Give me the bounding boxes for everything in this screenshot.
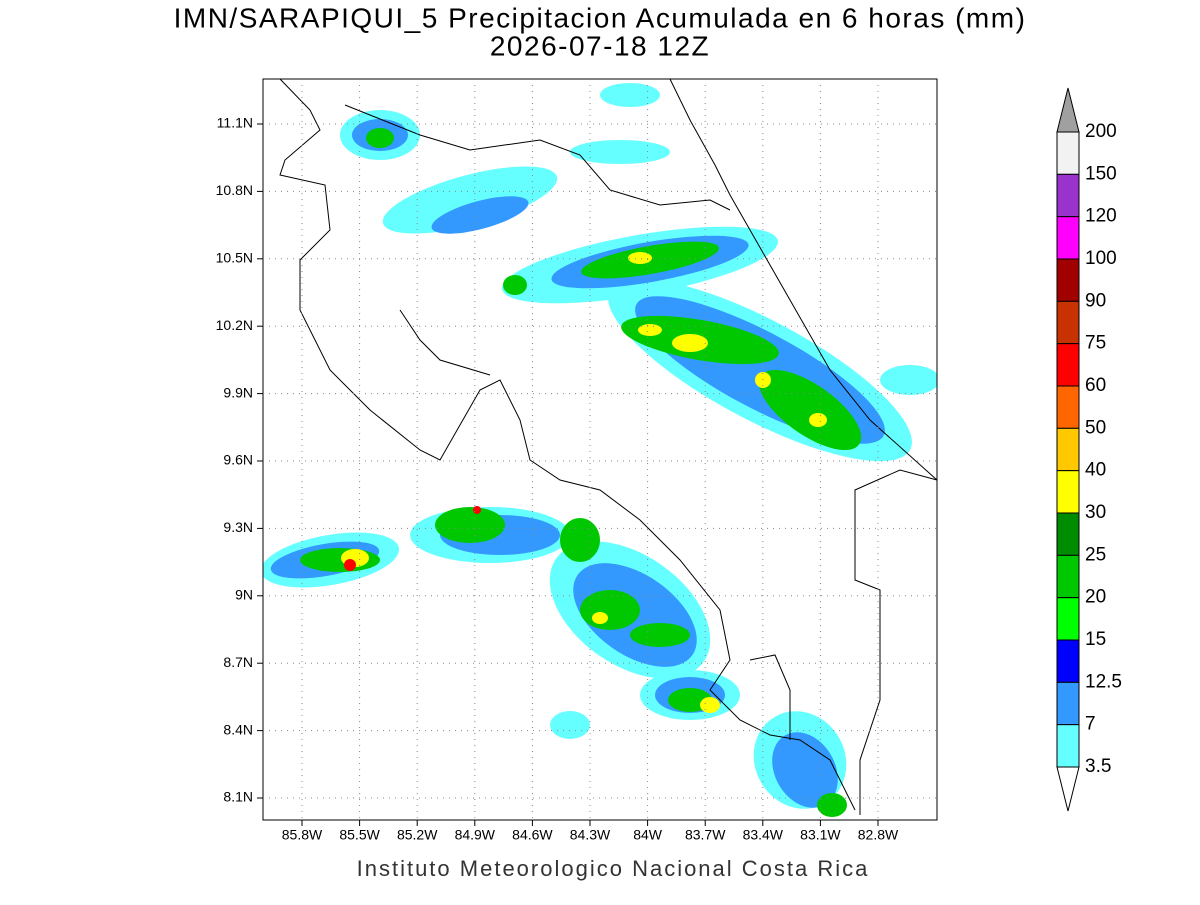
lat-label: 8.7N	[223, 654, 253, 670]
colorbar-segment	[1056, 512, 1080, 556]
colorbar-over	[1056, 87, 1080, 133]
lat-label: 9.3N	[223, 519, 253, 535]
colorbar-label: 75	[1085, 333, 1106, 354]
colorbar-segment	[1056, 681, 1080, 726]
colorbar-segment	[1056, 131, 1080, 175]
colorbar-label: 120	[1085, 206, 1117, 227]
lon-label: 85.8W	[282, 827, 323, 843]
colorbar-segment	[1056, 343, 1080, 387]
colorbar-segment	[1056, 258, 1080, 302]
colorbar-segment	[1056, 597, 1080, 641]
lat-label: 10.2N	[216, 317, 253, 333]
colorbar-segment	[1056, 427, 1080, 472]
lon-label: 83.7W	[685, 827, 726, 843]
lon-label: 84W	[633, 827, 663, 843]
lat-label: 9.9N	[223, 384, 253, 400]
lat-label: 8.4N	[223, 721, 253, 737]
colorbar-label: 3.5	[1085, 756, 1111, 777]
colorbar-label: 50	[1085, 417, 1106, 438]
colorbar-segment	[1056, 724, 1080, 768]
colorbar-label: 40	[1085, 460, 1106, 481]
colorbar-segment	[1056, 300, 1080, 345]
lat-label: 9.6N	[223, 452, 253, 468]
colorbar-label: 60	[1085, 375, 1106, 396]
colorbar-segment	[1056, 470, 1080, 514]
precipitation	[263, 83, 937, 817]
colorbar-label: 7	[1085, 714, 1096, 735]
colorbar-label: 100	[1085, 248, 1117, 269]
map-frame	[262, 78, 938, 821]
colorbar-segment	[1056, 216, 1080, 260]
colorbar-label: 25	[1085, 544, 1106, 565]
lon-label: 85.5W	[339, 827, 380, 843]
footer: Instituto Meteorologico Nacional Costa R…	[357, 856, 870, 881]
colorbar-segment	[1056, 385, 1080, 429]
lon-label: 84.6W	[512, 827, 553, 843]
title: IMN/SARAPIQUI_5 Precipitacion Acumulada …	[174, 2, 1027, 33]
colorbar-segment	[1056, 173, 1080, 218]
lat-label: 8.1N	[223, 789, 253, 805]
colorbar-label: 12.5	[1085, 671, 1122, 692]
colorbar-label: 20	[1085, 587, 1106, 608]
colorbar-label: 15	[1085, 629, 1106, 650]
lon-label: 84.3W	[570, 827, 611, 843]
lon-label: 83.4W	[743, 827, 784, 843]
lon-label: 83.1W	[800, 827, 841, 843]
subtitle: 2026-07-18 12Z	[490, 30, 710, 61]
coastlines	[279, 78, 938, 815]
colorbar-label: 150	[1085, 163, 1117, 184]
lat-label: 10.5N	[216, 250, 253, 266]
lat-label: 11.1N	[217, 115, 253, 131]
colorbar-under	[1056, 766, 1080, 812]
lon-label: 82.8W	[858, 827, 899, 843]
lon-label: 85.2W	[397, 827, 438, 843]
lat-label: 10.8N	[216, 182, 253, 198]
colorbar-segment	[1056, 554, 1080, 599]
colorbar-segment	[1056, 639, 1080, 683]
lon-label: 84.9W	[455, 827, 496, 843]
colorbar-label: 30	[1085, 502, 1106, 523]
colorbar-label: 90	[1085, 290, 1106, 311]
colorbar-label: 200	[1085, 121, 1117, 142]
lat-label: 9N	[235, 587, 253, 603]
